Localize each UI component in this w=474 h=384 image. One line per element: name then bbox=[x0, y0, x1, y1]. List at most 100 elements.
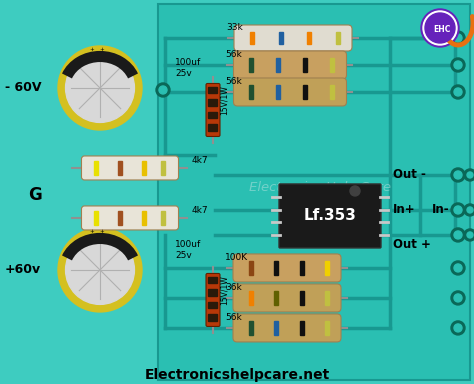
Bar bbox=[325, 291, 329, 305]
Bar bbox=[209, 290, 218, 296]
Bar bbox=[274, 321, 278, 335]
FancyBboxPatch shape bbox=[82, 206, 179, 230]
Ellipse shape bbox=[451, 31, 465, 45]
FancyBboxPatch shape bbox=[234, 25, 352, 51]
Ellipse shape bbox=[467, 232, 473, 238]
Ellipse shape bbox=[65, 235, 135, 305]
Ellipse shape bbox=[156, 213, 170, 227]
Text: 15V/1W: 15V/1W bbox=[220, 275, 229, 305]
Text: 4k7: 4k7 bbox=[191, 156, 208, 166]
Bar bbox=[142, 161, 146, 175]
FancyBboxPatch shape bbox=[233, 314, 341, 342]
Ellipse shape bbox=[454, 171, 462, 179]
Bar bbox=[307, 32, 311, 44]
Bar bbox=[249, 291, 253, 305]
Text: Electronics Help Care: Electronics Help Care bbox=[249, 182, 391, 194]
Bar bbox=[330, 58, 335, 72]
Bar bbox=[276, 85, 281, 99]
Bar bbox=[94, 161, 99, 175]
Ellipse shape bbox=[58, 46, 142, 130]
Text: EHC: EHC bbox=[433, 25, 451, 35]
Text: +: + bbox=[100, 48, 104, 53]
Text: - 60V: - 60V bbox=[5, 81, 42, 94]
Text: 100K: 100K bbox=[225, 253, 248, 262]
Ellipse shape bbox=[159, 86, 167, 94]
Bar bbox=[118, 211, 122, 225]
Bar bbox=[209, 99, 218, 106]
Ellipse shape bbox=[156, 83, 170, 97]
Ellipse shape bbox=[451, 228, 465, 242]
Bar bbox=[162, 161, 165, 175]
Bar bbox=[249, 321, 253, 335]
Ellipse shape bbox=[58, 228, 142, 312]
Bar bbox=[249, 261, 253, 275]
Bar bbox=[303, 58, 308, 72]
Text: Out +: Out + bbox=[393, 238, 431, 252]
Bar bbox=[276, 58, 281, 72]
FancyBboxPatch shape bbox=[206, 83, 220, 136]
Text: 100uf
25v: 100uf 25v bbox=[175, 58, 201, 78]
Ellipse shape bbox=[467, 172, 473, 178]
FancyBboxPatch shape bbox=[234, 51, 346, 79]
Bar bbox=[162, 211, 165, 225]
Ellipse shape bbox=[156, 161, 170, 175]
Ellipse shape bbox=[451, 58, 465, 72]
Text: 33k: 33k bbox=[226, 23, 243, 33]
Text: Out -: Out - bbox=[393, 169, 426, 182]
Bar bbox=[336, 32, 340, 44]
Bar bbox=[300, 321, 304, 335]
Text: Lf.353: Lf.353 bbox=[303, 209, 356, 223]
Bar bbox=[249, 85, 254, 99]
Bar bbox=[249, 58, 254, 72]
Ellipse shape bbox=[454, 206, 462, 214]
Bar bbox=[209, 314, 218, 321]
Ellipse shape bbox=[454, 324, 462, 332]
Bar bbox=[300, 291, 304, 305]
Bar bbox=[209, 124, 218, 131]
Bar bbox=[94, 211, 99, 225]
Ellipse shape bbox=[464, 204, 474, 216]
Ellipse shape bbox=[65, 53, 135, 122]
Bar bbox=[274, 261, 278, 275]
Bar bbox=[250, 32, 254, 44]
Ellipse shape bbox=[421, 9, 459, 47]
Bar bbox=[209, 302, 218, 308]
Ellipse shape bbox=[454, 294, 462, 302]
Text: 100uf
25v: 100uf 25v bbox=[175, 240, 201, 260]
Bar bbox=[300, 261, 304, 275]
Ellipse shape bbox=[451, 85, 465, 99]
Ellipse shape bbox=[454, 34, 462, 42]
Ellipse shape bbox=[451, 261, 465, 275]
Bar bbox=[279, 32, 283, 44]
Text: In+: In+ bbox=[393, 204, 416, 217]
Bar bbox=[209, 87, 218, 93]
Ellipse shape bbox=[425, 13, 455, 43]
Bar bbox=[118, 161, 122, 175]
Bar bbox=[274, 291, 278, 305]
Ellipse shape bbox=[454, 264, 462, 272]
Bar bbox=[303, 85, 308, 99]
Text: 4k7: 4k7 bbox=[191, 207, 208, 215]
FancyBboxPatch shape bbox=[233, 254, 341, 282]
FancyBboxPatch shape bbox=[82, 156, 179, 180]
Bar bbox=[158, 4, 470, 380]
Text: 56k: 56k bbox=[226, 78, 242, 86]
Ellipse shape bbox=[159, 164, 167, 172]
Ellipse shape bbox=[159, 216, 167, 224]
FancyBboxPatch shape bbox=[234, 78, 346, 106]
Text: +60v: +60v bbox=[5, 263, 41, 276]
Text: 15V/1W: 15V/1W bbox=[220, 85, 229, 115]
Text: 36k: 36k bbox=[225, 283, 242, 293]
Text: 56k: 56k bbox=[226, 50, 242, 60]
Ellipse shape bbox=[467, 207, 473, 213]
Text: In-: In- bbox=[432, 204, 450, 217]
Text: +: + bbox=[90, 230, 94, 235]
Ellipse shape bbox=[454, 61, 462, 69]
Ellipse shape bbox=[423, 11, 457, 45]
Ellipse shape bbox=[451, 321, 465, 335]
Text: +: + bbox=[100, 230, 104, 235]
Ellipse shape bbox=[464, 169, 474, 181]
Ellipse shape bbox=[454, 231, 462, 239]
Bar bbox=[209, 112, 218, 118]
Text: 56k: 56k bbox=[225, 313, 242, 323]
